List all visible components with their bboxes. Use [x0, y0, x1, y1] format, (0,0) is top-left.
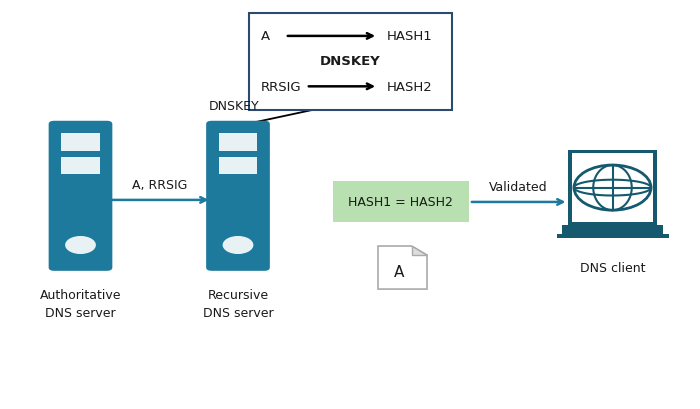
Circle shape: [574, 166, 651, 211]
FancyBboxPatch shape: [62, 134, 100, 151]
Text: RRSIG: RRSIG: [261, 81, 302, 94]
FancyBboxPatch shape: [248, 14, 452, 110]
Text: HASH1: HASH1: [386, 30, 432, 43]
Text: DNSKEY: DNSKEY: [209, 99, 260, 112]
Circle shape: [65, 236, 96, 254]
FancyBboxPatch shape: [206, 121, 270, 271]
Circle shape: [223, 236, 253, 254]
Text: Authoritative
DNS server: Authoritative DNS server: [40, 288, 121, 319]
FancyBboxPatch shape: [332, 182, 469, 223]
Text: Validated: Validated: [489, 180, 548, 193]
Text: Recursive
DNS server: Recursive DNS server: [203, 288, 273, 319]
Text: DNS client: DNS client: [580, 262, 645, 275]
FancyBboxPatch shape: [219, 157, 258, 175]
FancyBboxPatch shape: [561, 225, 664, 234]
FancyBboxPatch shape: [556, 234, 668, 238]
FancyBboxPatch shape: [568, 151, 657, 225]
FancyBboxPatch shape: [62, 157, 100, 175]
FancyBboxPatch shape: [49, 121, 112, 271]
FancyBboxPatch shape: [219, 134, 258, 151]
Polygon shape: [378, 246, 427, 290]
Text: A: A: [394, 265, 404, 279]
Text: A: A: [261, 30, 270, 43]
Text: DNSKEY: DNSKEY: [320, 55, 380, 68]
Text: HASH1 = HASH2: HASH1 = HASH2: [349, 196, 453, 209]
Polygon shape: [412, 246, 427, 255]
Text: A, RRSIG: A, RRSIG: [132, 178, 187, 191]
Text: HASH2: HASH2: [386, 81, 432, 94]
FancyBboxPatch shape: [573, 153, 652, 223]
